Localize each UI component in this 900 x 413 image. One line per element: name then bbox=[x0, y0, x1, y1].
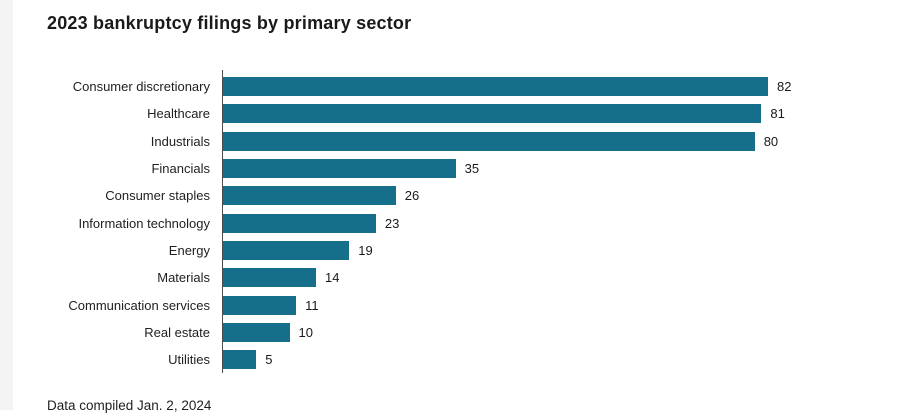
value-label: 80 bbox=[763, 133, 779, 149]
bar bbox=[223, 295, 297, 315]
bar-track: 26 bbox=[223, 182, 419, 209]
bar-track: 82 bbox=[223, 73, 791, 100]
bar-row: Real estate 10 bbox=[0, 319, 900, 346]
category-label: Communication services bbox=[68, 297, 210, 313]
category-label: Consumer discretionary bbox=[72, 79, 210, 95]
category-label: Healthcare bbox=[147, 106, 210, 122]
value-label: 5 bbox=[265, 352, 273, 368]
bar-track: 81 bbox=[223, 100, 785, 127]
window-left-edge bbox=[0, 0, 13, 410]
bar-track: 23 bbox=[223, 209, 399, 236]
bar-row: Energy 19 bbox=[0, 237, 900, 264]
bar-track: 11 bbox=[223, 291, 319, 318]
bar bbox=[223, 186, 396, 206]
bar bbox=[223, 240, 350, 260]
bar-track: 19 bbox=[223, 237, 373, 264]
category-label: Energy bbox=[168, 242, 210, 258]
category-label: Financials bbox=[151, 161, 210, 177]
bar-row: Consumer discretionary 82 bbox=[0, 73, 900, 100]
value-label: 81 bbox=[770, 106, 785, 122]
bar bbox=[223, 322, 290, 342]
bar-track: 10 bbox=[223, 319, 313, 346]
bar bbox=[223, 350, 257, 370]
bar-row: Information technology 23 bbox=[0, 209, 900, 236]
bar bbox=[223, 104, 762, 124]
bar bbox=[223, 268, 316, 288]
value-label: 23 bbox=[384, 215, 400, 231]
chart-title: 2023 bankruptcy filings by primary secto… bbox=[47, 13, 412, 33]
category-label: Information technology bbox=[78, 215, 210, 231]
value-label: 26 bbox=[404, 188, 420, 204]
bar-track: 80 bbox=[223, 128, 778, 155]
bar-track: 35 bbox=[223, 155, 479, 182]
category-label: Utilities bbox=[168, 352, 210, 368]
category-label: Industrials bbox=[150, 133, 210, 149]
bar-row: Healthcare 81 bbox=[0, 100, 900, 127]
bar-track: 5 bbox=[223, 346, 272, 373]
bar-row: Financials 35 bbox=[0, 155, 900, 182]
bar bbox=[223, 213, 376, 233]
source-note: Data compiled Jan. 2, 2024 bbox=[47, 398, 212, 413]
value-label: 11 bbox=[305, 297, 319, 313]
bar-track: 14 bbox=[223, 264, 339, 291]
category-label: Consumer staples bbox=[105, 188, 210, 204]
category-label: Real estate bbox=[144, 324, 210, 340]
value-label: 82 bbox=[777, 79, 792, 95]
category-label: Materials bbox=[157, 270, 210, 286]
bar-row: Industrials 80 bbox=[0, 128, 900, 155]
bar-row: Consumer staples 26 bbox=[0, 182, 900, 209]
bar bbox=[223, 131, 755, 151]
value-label: 10 bbox=[298, 324, 313, 340]
bar bbox=[223, 77, 768, 97]
bar-row: Communication services 11 bbox=[0, 291, 900, 318]
value-label: 19 bbox=[358, 242, 373, 258]
bar-row: Utilities 5 bbox=[0, 346, 900, 373]
value-label: 35 bbox=[464, 161, 480, 177]
value-label: 14 bbox=[325, 270, 340, 286]
y-axis-line bbox=[222, 70, 223, 373]
bar-row: Materials 14 bbox=[0, 264, 900, 291]
bar-rows: Consumer discretionary 82 Healthcare 81 Indu… bbox=[0, 73, 900, 373]
bar bbox=[223, 159, 456, 179]
